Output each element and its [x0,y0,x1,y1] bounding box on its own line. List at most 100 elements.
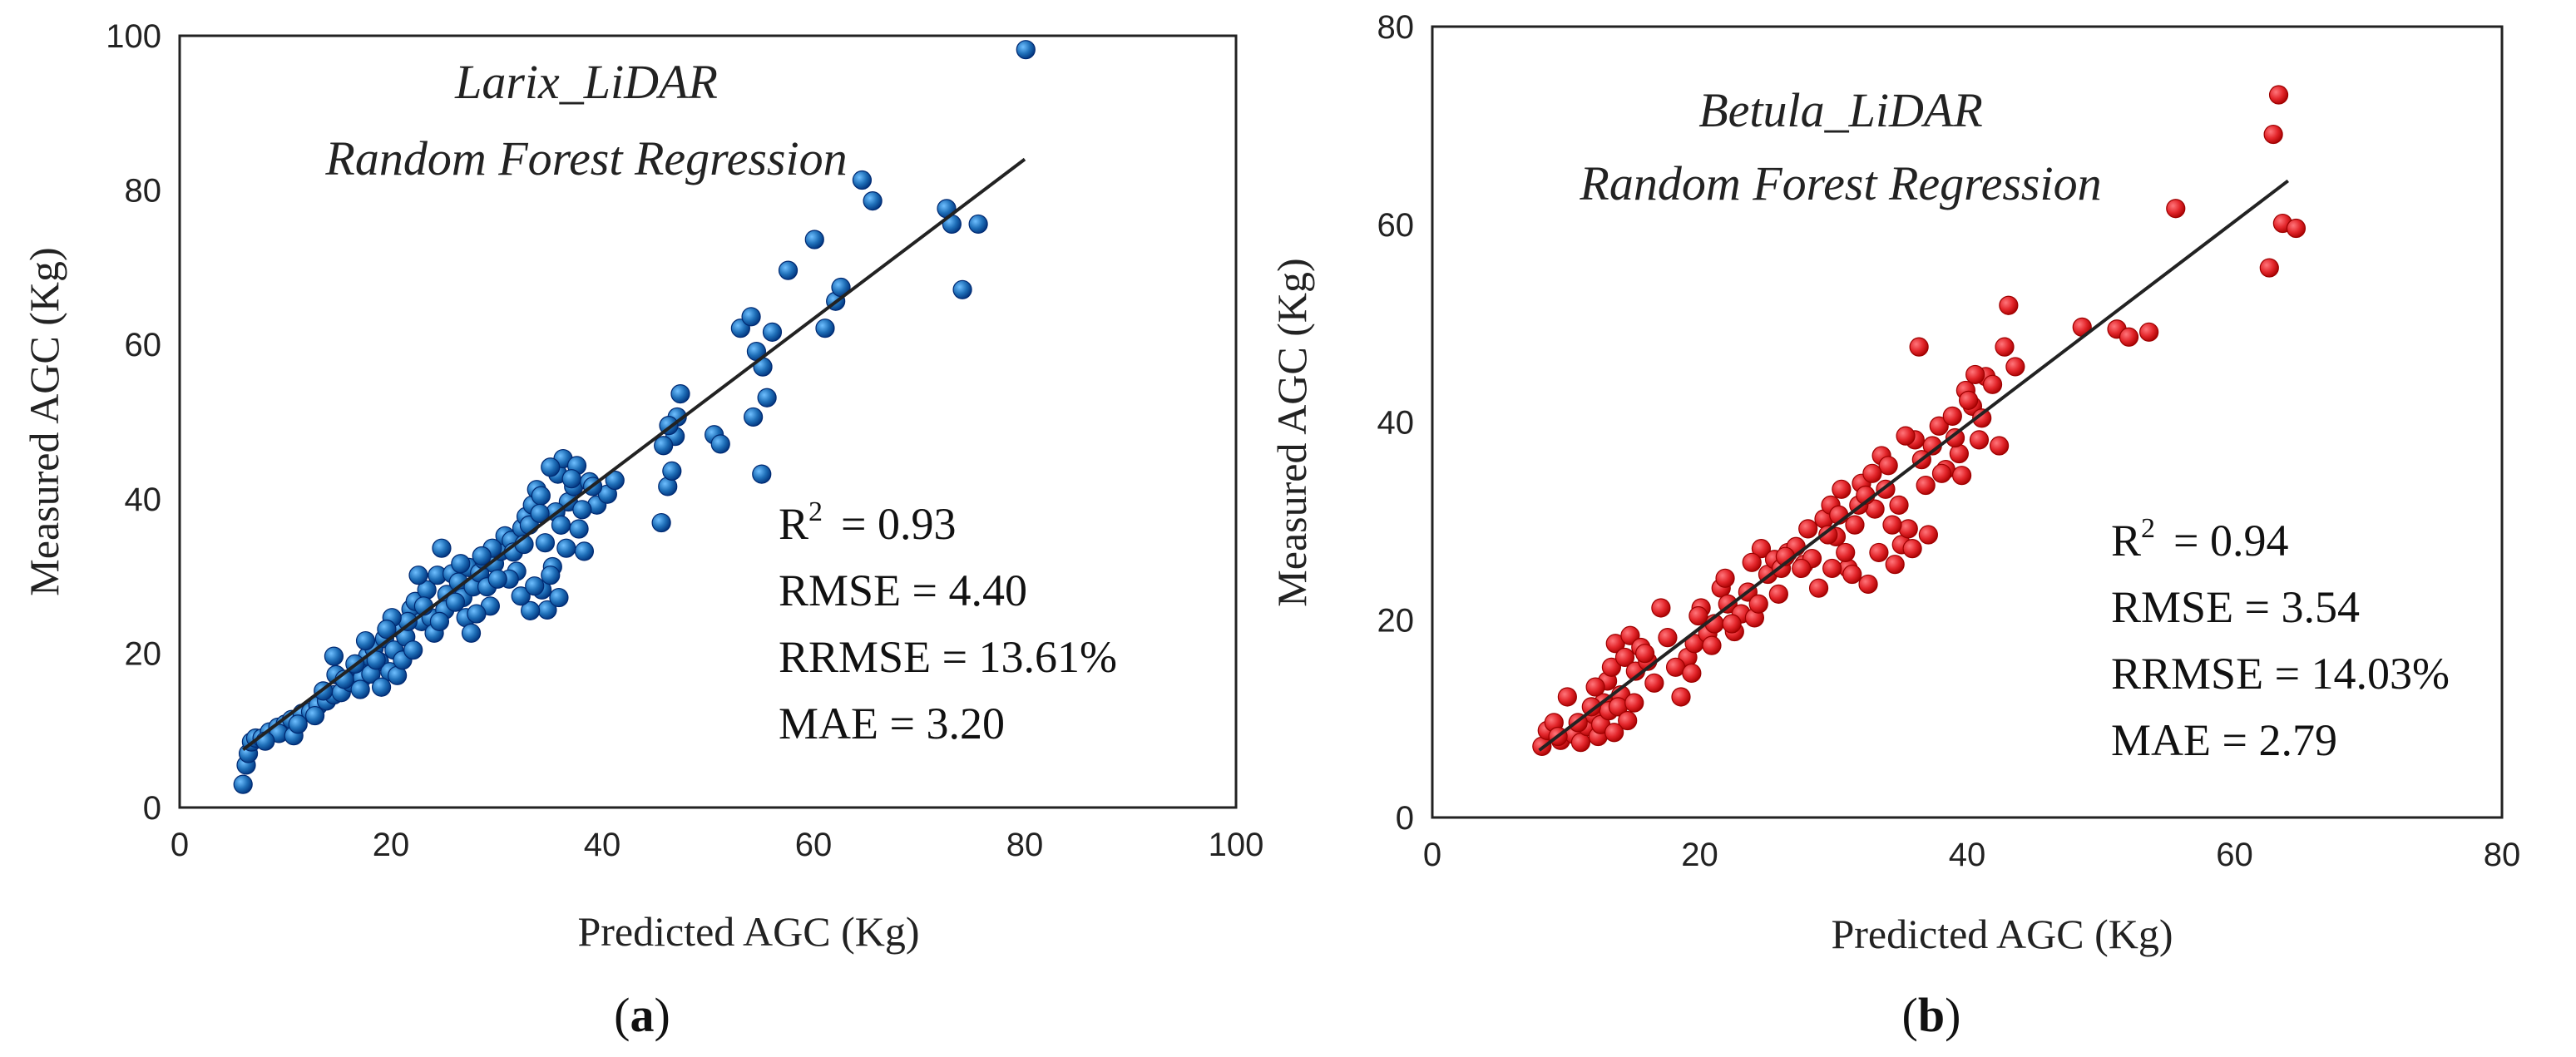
data-point [1845,515,1865,535]
data-point [461,623,482,643]
data-point [1768,584,1788,604]
data-point [2263,124,2283,145]
data-point [1945,427,1965,448]
y-axis-label-b: Measured AGC (Kg) [1268,258,1315,606]
data-point [662,461,682,481]
data-point [2166,199,2186,219]
data-point [556,538,576,558]
data-point [1995,337,2015,357]
panel-label-b: (b) [1902,988,1961,1042]
data-point [551,515,571,535]
data-point [1688,605,1708,626]
y-tick-label: 0 [1396,800,1414,837]
data-point [511,586,531,606]
x-tick-label: 20 [1681,837,1718,873]
data-point [1748,594,1768,614]
x-tick-labels-b: 0 20 40 60 80 [1423,837,2520,873]
data-point [2139,322,2159,342]
data-point [952,279,972,299]
data-point [968,214,988,235]
stat-r2-value-b: = 0.94 [2173,516,2288,566]
data-point [1909,337,1929,357]
data-point [371,677,392,697]
x-tick-label: 40 [1949,837,1986,873]
data-point [670,383,690,404]
stat-r2-b: R2 = 0.94 [2111,513,2289,566]
plot-area-frame-b [1431,25,2504,819]
data-point [1702,635,1722,655]
data-point [408,566,428,585]
x-axis-label-b: Predicted AGC (Kg) [1831,911,2173,957]
x-tick-labels-a: 0 20 40 60 80 100 [171,827,1264,863]
data-point [1916,475,1936,496]
data-point [654,436,674,456]
data-point [1989,436,2010,456]
y-tick-label: 40 [125,482,162,518]
data-point [451,554,471,574]
data-point [549,587,569,608]
data-point [1798,519,1818,539]
fit-line-b [1538,179,2290,752]
data-point [1644,673,1664,693]
data-point [2286,218,2307,239]
stat-r2-symbol-a: R [779,499,808,549]
data-point [1836,542,1856,563]
data-point [429,611,450,631]
stat-rmse-b: RMSE = 3.54 [2111,582,2360,632]
data-point [2268,85,2289,105]
data-point [1585,677,1605,697]
data-point [1929,416,1949,436]
data-point [304,705,325,726]
data-point [1742,552,1762,572]
data-point [1969,430,1990,450]
y-axis-label-a: Measured AGC (Kg) [21,247,67,595]
data-point [605,470,625,491]
chart-title-line1-b: Betula_LiDAR [1698,83,1983,137]
y-tick-label: 100 [106,18,161,55]
data-point [233,774,253,794]
data-point [1557,687,1577,707]
panel-label-a: (a) [614,988,670,1042]
data-point [1618,710,1638,731]
data-point [1605,634,1625,654]
data-point [741,307,761,327]
data-point [1832,479,1852,499]
stat-mae-b: MAE = 2.79 [2111,715,2337,765]
x-tick-label: 40 [584,827,621,863]
data-point [1818,525,1838,545]
data-point [1842,564,1862,585]
data-point [467,604,487,624]
data-point [1931,463,1952,483]
panel-a: 0 20 40 60 80 100 0 20 40 60 80 100 Larix_LiDAR Ra… [21,18,1263,1042]
data-point [1651,598,1671,618]
data-point [752,464,772,484]
data-point [1792,558,1812,579]
stat-r2-a: R2 = 0.93 [779,496,957,549]
data-point [1862,463,1882,483]
data-point [1869,542,1889,563]
data-point [1965,364,1985,385]
data-point [1896,426,1916,446]
data-point [288,714,308,734]
data-point [1671,687,1691,707]
x-tick-label: 60 [2216,837,2253,873]
data-point [1604,723,1624,743]
x-tick-label: 60 [795,827,833,863]
stat-r2-superscript-a: 2 [808,496,823,527]
data-point [1885,555,1905,575]
data-point [487,569,507,589]
data-point [744,407,764,427]
y-tick-label: 80 [125,173,162,210]
y-tick-label: 20 [125,635,162,672]
data-point [1898,519,1918,539]
data-point [445,592,466,612]
data-point [1882,515,1902,535]
data-point [1581,697,1601,717]
y-tick-label: 80 [1377,9,1415,46]
data-point [355,630,376,651]
data-point [530,503,550,524]
data-point [2005,357,2025,377]
stat-r2-value-a: = 0.93 [841,499,956,549]
data-point [521,600,541,620]
x-tick-label: 0 [171,827,189,863]
